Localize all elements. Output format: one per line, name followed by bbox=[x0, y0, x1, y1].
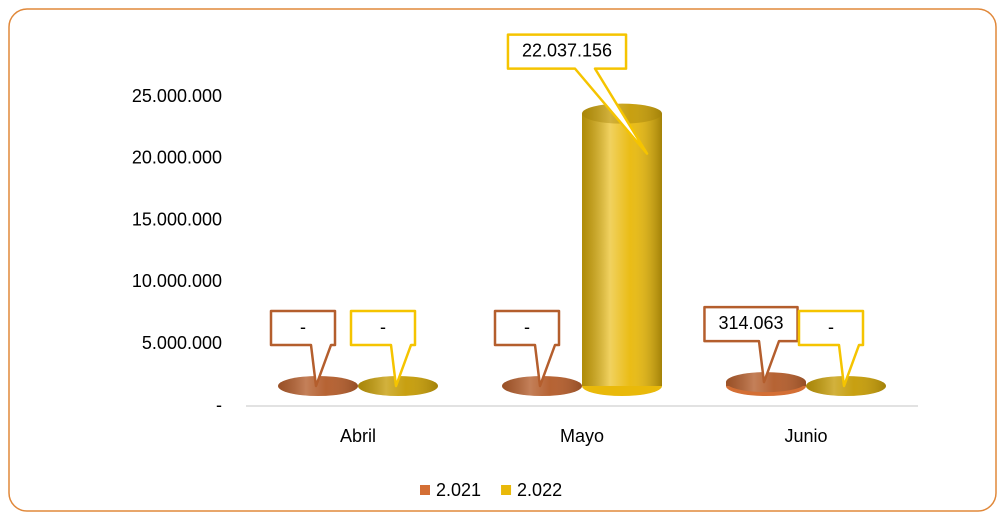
data-label: - bbox=[524, 317, 530, 337]
legend-label: 2.022 bbox=[517, 480, 562, 500]
data-label: - bbox=[380, 317, 386, 337]
bar-top-shade bbox=[726, 372, 806, 393]
x-tick-label: Mayo bbox=[560, 426, 604, 446]
bar bbox=[278, 376, 358, 396]
bar-top-shade bbox=[278, 376, 358, 396]
legend-swatch bbox=[420, 485, 430, 495]
legend-label: 2.021 bbox=[436, 480, 481, 500]
callout-box bbox=[269, 309, 337, 388]
y-tick-label: - bbox=[216, 395, 222, 415]
data-label: 314.063 bbox=[718, 313, 783, 333]
y-tick-label: 10.000.000 bbox=[132, 271, 222, 291]
callout: - bbox=[797, 309, 865, 388]
bar bbox=[806, 376, 886, 396]
callout-box bbox=[797, 309, 865, 388]
callout-box bbox=[506, 33, 649, 155]
callout-box bbox=[349, 309, 417, 388]
y-tick-label: 5.000.000 bbox=[142, 333, 222, 353]
bar-shade bbox=[582, 113, 662, 386]
bar bbox=[726, 372, 806, 396]
frame bbox=[8, 8, 997, 512]
bar bbox=[582, 103, 662, 396]
y-tick-label: 15.000.000 bbox=[132, 209, 222, 229]
callout: 22.037.156 bbox=[506, 33, 649, 155]
data-label: - bbox=[300, 317, 306, 337]
bar bbox=[358, 376, 438, 396]
bar-top-shade bbox=[502, 376, 582, 396]
y-tick-label: 25.000.000 bbox=[132, 86, 222, 106]
callout: - bbox=[269, 309, 337, 388]
callout: - bbox=[493, 309, 561, 388]
bar bbox=[502, 376, 582, 396]
data-label: - bbox=[828, 317, 834, 337]
callout: 314.063 bbox=[703, 305, 799, 384]
bar-top-shade bbox=[358, 376, 438, 396]
callout: - bbox=[349, 309, 417, 388]
legend-swatch bbox=[501, 485, 512, 495]
callout-box bbox=[493, 309, 561, 388]
bar-top-shade bbox=[806, 376, 886, 396]
data-label: 22.037.156 bbox=[522, 40, 612, 60]
x-tick-label: Junio bbox=[784, 426, 827, 446]
callout-box bbox=[703, 305, 799, 384]
y-tick-label: 20.000.000 bbox=[132, 148, 222, 168]
x-tick-label: Abril bbox=[340, 426, 376, 446]
